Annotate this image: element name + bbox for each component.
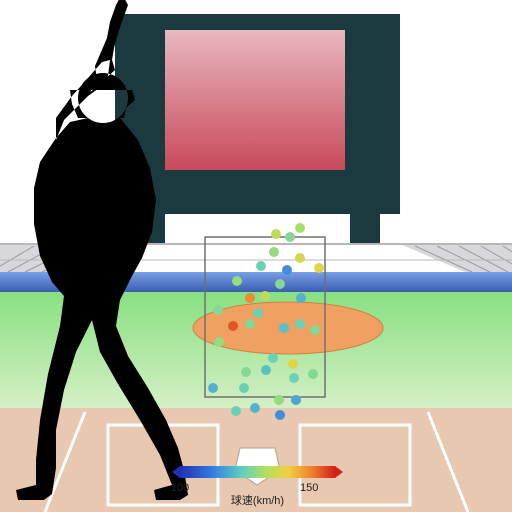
pitch-point xyxy=(213,305,223,315)
pitch-point xyxy=(279,323,289,333)
scoreboard-screen xyxy=(165,30,345,170)
pitch-point xyxy=(268,353,278,363)
pitch-point xyxy=(260,291,270,301)
pitch-point xyxy=(314,263,324,273)
pitch-point xyxy=(245,293,255,303)
pitch-point xyxy=(231,406,241,416)
pitch-point xyxy=(291,395,301,405)
pitch-point xyxy=(239,383,249,393)
pitch-point xyxy=(282,265,292,275)
pitch-point xyxy=(269,247,279,257)
pitch-point xyxy=(245,319,255,329)
pitch-point xyxy=(288,359,298,369)
pitch-point xyxy=(261,365,271,375)
pitch-point xyxy=(214,337,224,347)
pitch-point xyxy=(208,383,218,393)
pitch-point xyxy=(271,229,281,239)
pitch-point xyxy=(228,321,238,331)
pitch-point xyxy=(295,253,305,263)
legend-label: 球速(km/h) xyxy=(231,493,284,507)
pitch-point xyxy=(253,308,263,318)
pitch-point xyxy=(285,232,295,242)
pitch-point xyxy=(274,395,284,405)
pitch-point xyxy=(232,276,242,286)
legend-tick: 100 xyxy=(171,482,189,494)
pitch-point xyxy=(275,279,285,289)
pitch-point xyxy=(308,369,318,379)
legend-tick: 150 xyxy=(300,482,318,494)
pitch-point xyxy=(250,403,260,413)
scoreboard-leg-1 xyxy=(350,214,380,244)
pitch-point xyxy=(289,373,299,383)
legend-colorbar xyxy=(180,466,335,478)
pitch-point xyxy=(310,325,320,335)
pitch-point xyxy=(241,367,251,377)
pitch-point xyxy=(296,293,306,303)
pitch-point xyxy=(295,223,305,233)
pitch-point xyxy=(256,261,266,271)
pitch-location-chart: 100 150 球速(km/h) xyxy=(0,0,512,512)
pitch-point xyxy=(295,319,305,329)
pitch-point xyxy=(275,410,285,420)
